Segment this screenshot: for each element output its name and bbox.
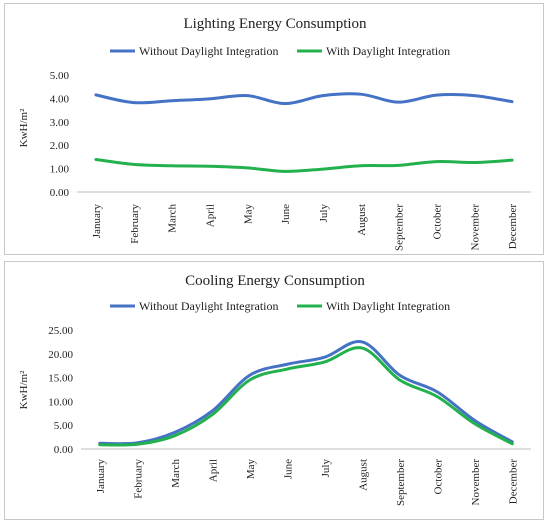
x-axis-ticks: January February March April May June July Augu… [91, 204, 519, 252]
x-tick-label: January [91, 204, 103, 239]
x-tick-label: May [245, 459, 257, 480]
y-tick-label: 0.00 [50, 187, 70, 199]
y-tick-label: 25.00 [48, 325, 73, 337]
x-tick-label: November [469, 204, 481, 251]
lighting-chart: Lighting Energy Consumption Without Dayl… [18, 16, 531, 252]
x-tick-label: January [95, 459, 107, 494]
y-tick-label: 2.00 [50, 140, 70, 152]
x-tick-label: February [132, 459, 144, 499]
series-line-without-daylight [98, 340, 514, 446]
y-tick-label: 5.00 [50, 70, 70, 82]
series-line-with-daylight [98, 346, 514, 447]
x-tick-label: October [431, 204, 443, 240]
x-tick-label: May [242, 204, 254, 225]
y-axis-ticks: 0.00 5.00 10.00 15.00 20.00 25.00 [48, 325, 73, 456]
x-tick-label: February [129, 204, 141, 244]
x-tick-label: June [282, 459, 294, 479]
y-tick-label: 5.00 [54, 420, 74, 432]
chart-series [94, 92, 514, 173]
legend-label-with: With Daylight Integration [326, 299, 450, 313]
chart-title: Lighting Energy Consumption [183, 16, 367, 32]
y-axis-label: KwH/m² [18, 370, 30, 409]
chart-legend: Without Daylight Integration With Daylig… [110, 299, 450, 313]
y-tick-label: 15.00 [48, 373, 73, 385]
series-line-with-daylight [94, 157, 514, 173]
y-axis-ticks: 0.00 1.00 2.00 3.00 4.00 5.00 [50, 70, 70, 199]
legend-label-without: Without Daylight Integration [139, 299, 279, 313]
x-tick-label: July [318, 204, 330, 223]
x-tick-label: September [394, 204, 406, 251]
x-tick-label: March [167, 204, 179, 233]
legend-label-without: Without Daylight Integration [139, 44, 279, 58]
lighting-chart-panel: Lighting Energy Consumption Without Dayl… [4, 3, 544, 255]
cooling-chart-panel: Cooling Energy Consumption Without Dayli… [4, 261, 544, 520]
x-tick-label: April [204, 204, 216, 227]
y-tick-label: 10.00 [48, 396, 73, 408]
x-axis-ticks: January February March April May June July Augu… [95, 459, 519, 507]
cooling-chart: Cooling Energy Consumption Without Dayli… [18, 273, 531, 507]
y-tick-label: 20.00 [48, 349, 73, 361]
x-tick-label: December [507, 459, 519, 505]
y-tick-label: 3.00 [50, 117, 70, 129]
legend-label-with: With Daylight Integration [326, 44, 450, 58]
x-tick-label: March [170, 459, 182, 488]
x-tick-label: September [395, 459, 407, 506]
chart-legend: Without Daylight Integration With Daylig… [110, 44, 450, 58]
x-tick-label: November [470, 459, 482, 506]
x-tick-label: October [432, 459, 444, 495]
chart-title: Cooling Energy Consumption [185, 273, 365, 289]
x-tick-label: August [357, 459, 369, 491]
series-line-without-daylight [94, 92, 514, 106]
x-tick-label: December [507, 204, 519, 250]
y-tick-label: 4.00 [50, 93, 70, 105]
x-tick-label: August [356, 204, 368, 236]
x-tick-label: July [320, 459, 332, 478]
x-tick-label: June [280, 204, 292, 224]
y-tick-label: 0.00 [54, 444, 74, 456]
y-tick-label: 1.00 [50, 164, 70, 176]
chart-series [98, 340, 514, 447]
x-tick-label: April [207, 459, 219, 482]
y-axis-label: KwH/m² [18, 108, 30, 147]
